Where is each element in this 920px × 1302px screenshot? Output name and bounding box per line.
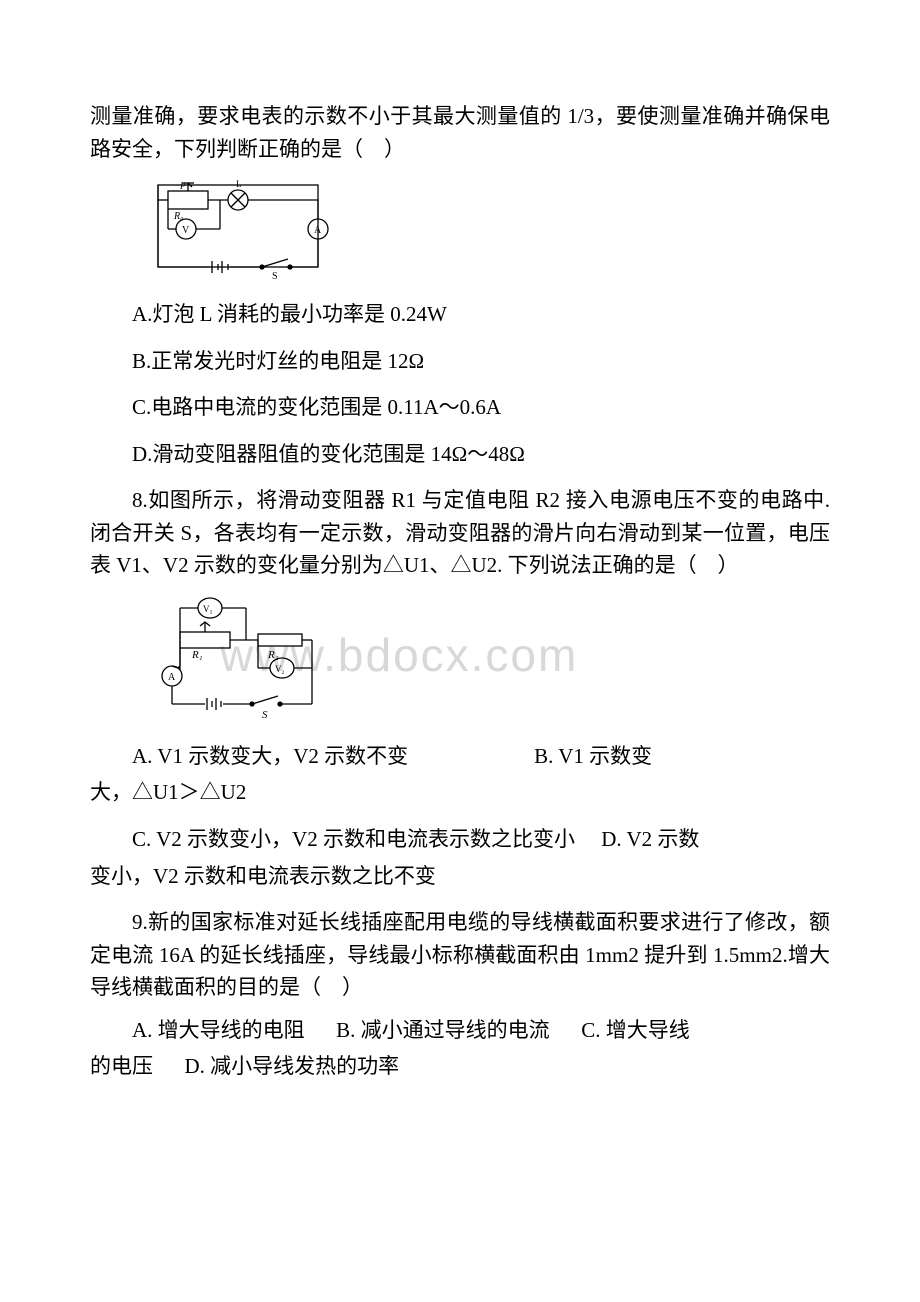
q8-option-b-cont: 大，△U1＞△U2 <box>90 776 830 809</box>
document-content: 测量准确，要求电表的示数不小于其最大测量值的 1/3，要使测量准确并确保电路安全… <box>90 100 830 1083</box>
q8-opt-a-left: A. V1 示数变大，V2 示数不变 <box>132 744 408 768</box>
q8-circuit-diagram: V₁ R₁ R₂ V₂ <box>150 596 830 726</box>
svg-text:A: A <box>314 225 322 236</box>
svg-text:S: S <box>262 709 268 721</box>
q9-opt-cont: 的电压 <box>90 1054 153 1078</box>
q9-opt-c: C. 增大导线 <box>581 1018 690 1042</box>
q7-option-b: B.正常发光时灯丝的电阻是 12Ω <box>90 345 830 378</box>
q7-circuit-diagram: P R₀ L V A <box>150 179 830 284</box>
svg-text:V₂: V₂ <box>275 664 285 674</box>
q8-intro: 8.如图所示，将滑动变阻器 R1 与定值电阻 R2 接入电源电压不变的电路中. … <box>90 484 830 582</box>
svg-text:A: A <box>168 672 176 683</box>
q7-option-c: C.电路中电流的变化范围是 0.11A～0.6A <box>90 391 830 424</box>
q8-opt-d-right: D. V2 示数 <box>601 827 699 851</box>
q7-option-a: A.灯泡 L 消耗的最小功率是 0.24W <box>90 298 830 331</box>
q7-intro: 测量准确，要求电表的示数不小于其最大测量值的 1/3，要使测量准确并确保电路安全… <box>90 100 830 165</box>
q9-options-line2: 的电压 D. 减小导线发热的功率 <box>90 1050 830 1083</box>
q9-options-line1: A. 增大导线的电阻 B. 减小通过导线的电流 C. 增大导线 <box>90 1014 830 1047</box>
svg-text:S: S <box>272 271 278 282</box>
q8-option-ab-line1: A. V1 示数变大，V2 示数不变 B. V1 示数变 <box>90 740 830 773</box>
svg-text:V₁: V₁ <box>203 604 213 614</box>
q8-option-cd-line1: C. V2 示数变小，V2 示数和电流表示数之比变小 D. V2 示数 <box>90 823 830 856</box>
q9-opt-b: B. 减小通过导线的电流 <box>336 1018 550 1042</box>
svg-text:P: P <box>179 181 186 191</box>
q8-opt-b-right: B. V1 示数变 <box>534 744 652 768</box>
q9-opt-d: D. 减小导线发热的功率 <box>185 1054 400 1078</box>
svg-text:R₁: R₁ <box>191 649 203 661</box>
q8-option-d-cont: 变小，V2 示数和电流表示数之比不变 <box>90 860 830 893</box>
q9-opt-a: A. 增大导线的电阻 <box>132 1018 305 1042</box>
q7-option-d: D.滑动变阻器阻值的变化范围是 14Ω～48Ω <box>90 438 830 471</box>
svg-text:L: L <box>236 179 242 189</box>
svg-text:V: V <box>182 225 190 236</box>
q8-opt-c-left: C. V2 示数变小，V2 示数和电流表示数之比变小 <box>132 827 575 851</box>
q9-intro: 9.新的国家标准对延长线插座配用电缆的导线横截面积要求进行了修改，额定电流 16… <box>90 906 830 1004</box>
